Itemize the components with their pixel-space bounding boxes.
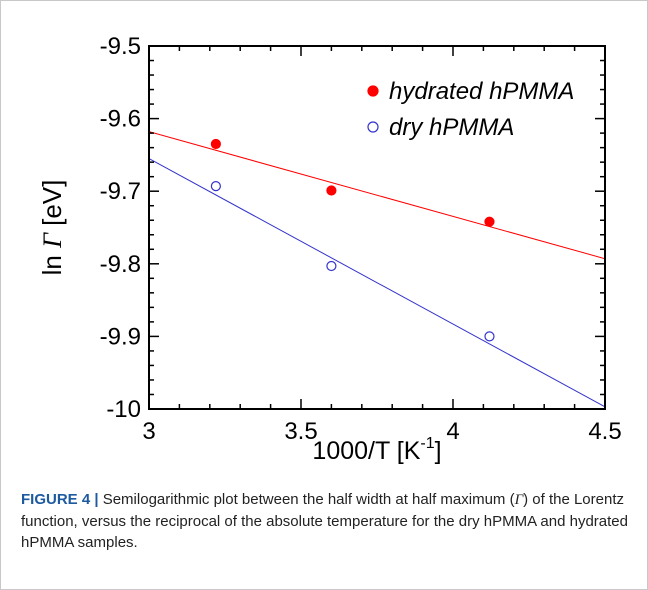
caption-symbol: Γ bbox=[514, 492, 524, 508]
data-point-series-1 bbox=[210, 181, 221, 192]
caption-text-before: Semilogarithmic plot between the half wi… bbox=[98, 491, 515, 508]
data-point-series-0 bbox=[326, 185, 337, 196]
y-tick-label: -9.5 bbox=[100, 33, 141, 60]
caption-label: FIGURE 4 | bbox=[21, 491, 99, 508]
data-point-series-0 bbox=[484, 216, 495, 227]
y-tick-label: -10 bbox=[106, 396, 141, 423]
y-tick-label: -9.7 bbox=[100, 178, 141, 205]
data-point-series-1 bbox=[484, 331, 495, 342]
y-axis-label-symbol: Γ bbox=[38, 232, 67, 249]
legend-label-series-0: hydrated hPMMA bbox=[389, 78, 574, 105]
data-point-series-0 bbox=[210, 138, 221, 150]
data-point-series-1 bbox=[326, 260, 337, 272]
y-axis-label-prefix: ln bbox=[37, 248, 67, 275]
legend-marker-series-0 bbox=[367, 85, 379, 97]
x-tick-label: 4.5 bbox=[588, 418, 621, 445]
x-axis-label: 1000/T [K-1] bbox=[312, 435, 441, 465]
y-axis-label-suffix: [eV] bbox=[37, 180, 67, 233]
x-axis-label-superscript: -1 bbox=[420, 435, 434, 452]
x-axis-label-main: 1000/T [K bbox=[312, 437, 420, 465]
y-tick-label: -9.6 bbox=[100, 106, 141, 133]
legend-label-series-1: dry hPMMA bbox=[389, 114, 514, 141]
legend-marker-series-1 bbox=[367, 121, 379, 133]
x-axis-label-end: ] bbox=[435, 437, 442, 465]
chart: 3 3.5 4 4.5 -9.5 -9.6 -9.7 -9.8 -9.9 -10 hydrated … bbox=[37, 33, 622, 465]
x-tick-label: 3.5 bbox=[284, 418, 317, 445]
y-axis-label: ln Γ [eV] bbox=[37, 180, 67, 276]
x-tick-label: 4 bbox=[446, 418, 459, 445]
caption-text-after: ) of the Lorentz function, versus the re… bbox=[21, 491, 628, 551]
fit-line-series-0 bbox=[149, 131, 605, 260]
fit-line-series-1 bbox=[149, 158, 605, 408]
plot-frame bbox=[148, 45, 606, 410]
y-tick-label: -9.8 bbox=[100, 251, 141, 278]
x-tick-label: 3 bbox=[142, 418, 155, 445]
y-tick-label: -9.9 bbox=[100, 323, 141, 350]
figure-caption: FIGURE 4 | Semilogarithmic plot between … bbox=[21, 489, 631, 553]
